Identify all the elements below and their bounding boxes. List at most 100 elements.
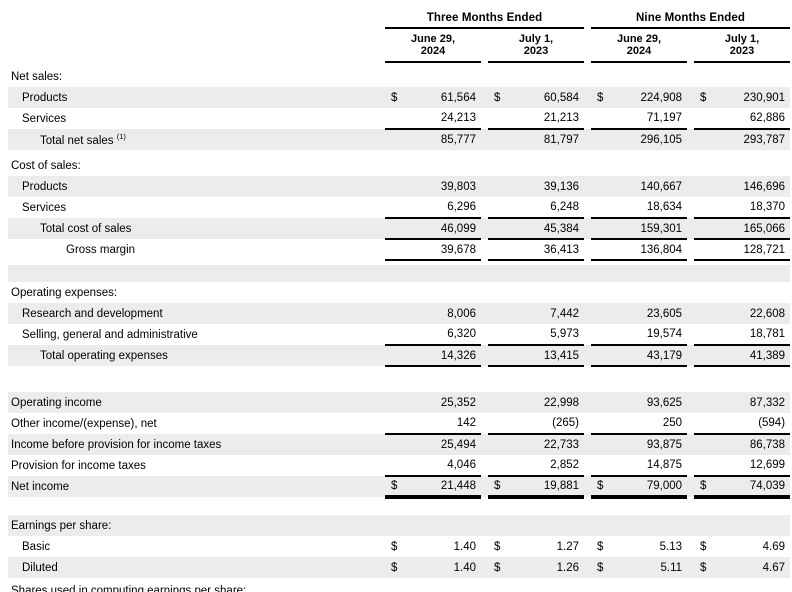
value-cell: $19,881: [488, 476, 585, 499]
spacer-cell: [8, 265, 790, 282]
value-cell: 93,875: [591, 434, 687, 455]
column-gap: [481, 434, 488, 455]
value-cell: 36,413: [488, 239, 585, 261]
column-gap: [584, 557, 591, 578]
period-group-row: Three Months Ended Nine Months Ended: [8, 8, 791, 29]
header-spacer: [8, 8, 378, 28]
currency-symbol: $: [700, 561, 707, 574]
column-gap: [481, 176, 488, 197]
column-gap: [687, 66, 694, 87]
currency-symbol: $: [597, 91, 604, 104]
header-gap: [687, 28, 694, 62]
column-gap: [481, 303, 488, 324]
table-row: Other income/(expense), net 142 (265) 250 (5…: [8, 413, 791, 435]
value-cell: $4.67: [694, 557, 790, 578]
value-text: 4.67: [762, 561, 786, 574]
date-line-1: July 1,: [518, 33, 554, 45]
value-cell: [694, 282, 790, 303]
currency-symbol: $: [494, 540, 501, 553]
table-row: Basic $1.40 $1.27 $5.13 $4.69: [8, 536, 790, 557]
value-text: 18,370: [749, 201, 786, 213]
column-gap: [584, 155, 591, 176]
column-gap: [584, 392, 591, 413]
column-gap: [378, 218, 385, 239]
value-text: 230,901: [743, 91, 786, 104]
row-label: Cost of sales:: [11, 159, 81, 172]
row-label: Other income/(expense), net: [11, 417, 157, 430]
column-gap: [584, 476, 591, 497]
row-label: Total operating expenses: [40, 349, 168, 362]
table-row: Cost of sales:: [8, 155, 790, 176]
value-cell: [591, 584, 687, 592]
value-cell: 136,804: [591, 239, 688, 261]
table-row: Provision for income taxes 4,046 2,852 14,8…: [8, 455, 791, 477]
value-text: 7,442: [550, 307, 580, 320]
currency-symbol: $: [391, 540, 398, 553]
table-row: Research and development 8,006 7,442 23,605…: [8, 303, 791, 324]
column-gap: [687, 515, 694, 536]
value-text: 165,066: [743, 222, 786, 235]
header-gap: [481, 28, 488, 62]
value-cell: 39,803: [385, 176, 481, 197]
column-gap: [378, 324, 385, 345]
value-text: 146,696: [743, 180, 786, 193]
value-cell: $1.40: [385, 536, 481, 557]
value-cell: 93,625: [591, 392, 687, 413]
value-cell: [591, 515, 687, 536]
row-label: Services: [22, 112, 67, 125]
column-gap: [378, 66, 385, 87]
value-cell: [488, 155, 584, 176]
value-cell: 22,608: [694, 303, 790, 324]
row-label: Net sales:: [11, 70, 63, 83]
value-text: 21,448: [440, 480, 476, 492]
value-cell: 6,248: [488, 197, 585, 219]
value-cell: $79,000: [591, 476, 688, 499]
column-gap: [687, 155, 694, 176]
row-label: Total cost of sales: [40, 222, 132, 235]
column-gap: [687, 282, 694, 303]
table-row: Total operating expenses 14,326 13,415 43,1…: [8, 345, 791, 367]
value-text: (265): [552, 417, 580, 429]
spacer-row: [8, 366, 790, 392]
row-label: Diluted: [22, 561, 58, 574]
value-cell: $224,908: [591, 87, 687, 108]
column-gap: [378, 176, 385, 197]
column-gap: [584, 584, 591, 592]
column-gap: [481, 239, 488, 260]
table-row: Selling, general and administrative 6,320…: [8, 324, 791, 346]
column-gap: [481, 108, 488, 129]
table-header: Three Months Ended Nine Months Ended Jun…: [8, 8, 791, 66]
table-row: Products $61,564 $60,584 $224,908 $230,901: [8, 87, 791, 108]
value-text: 12,699: [749, 459, 786, 471]
value-cell: 296,105: [591, 129, 687, 150]
value-cell: 5,973: [488, 324, 585, 346]
value-cell: 140,667: [591, 176, 687, 197]
column-group-nine-months: Nine Months Ended: [591, 8, 791, 29]
value-cell: [694, 584, 790, 592]
column-gap: [481, 392, 488, 413]
spacer-cell: [8, 366, 790, 392]
value-cell: [385, 515, 481, 536]
column-gap: [378, 476, 385, 497]
date-line-1: July 1,: [724, 33, 760, 45]
value-text: 21,213: [543, 112, 580, 124]
value-cell: 128,721: [694, 239, 791, 261]
column-gap: [378, 282, 385, 303]
value-cell: 46,099: [385, 218, 481, 240]
value-cell: [591, 282, 687, 303]
value-text: 23,605: [646, 307, 683, 320]
date-line-1: June 29,: [617, 33, 662, 45]
column-gap: [687, 218, 694, 239]
value-cell: $1.27: [488, 536, 584, 557]
value-text: 6,320: [447, 328, 476, 340]
value-text: 6,248: [550, 201, 580, 213]
value-cell: $1.26: [488, 557, 584, 578]
row-label: Basic: [22, 540, 51, 553]
row-label: Services: [22, 201, 67, 214]
table-row: Total cost of sales 46,099 45,384 159,301 16…: [8, 218, 791, 240]
table-row: Services 24,213 21,213 71,197 62,886: [8, 108, 791, 130]
value-cell: 7,442: [488, 303, 584, 324]
column-gap: [584, 413, 591, 434]
column-gap: [481, 66, 488, 87]
value-text: 19,881: [543, 480, 580, 492]
